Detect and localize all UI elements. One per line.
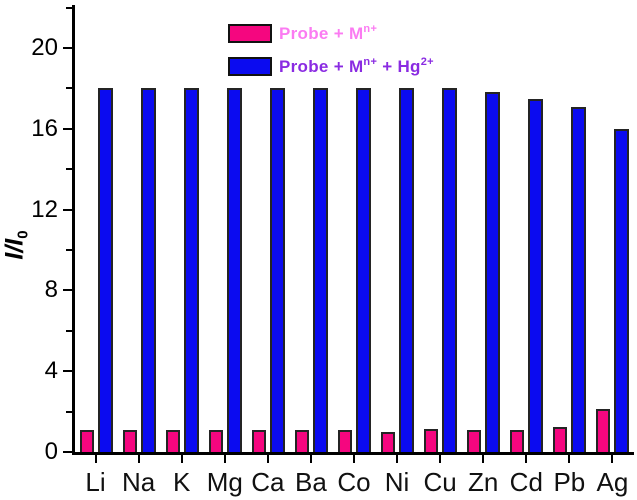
x-tick (94, 455, 97, 463)
x-tick (568, 455, 571, 463)
y-minor-tick (66, 410, 72, 413)
x-tick (525, 455, 528, 463)
bar-probe-m-hg-mg (226, 88, 242, 452)
x-tick-label: Ag (596, 467, 629, 497)
y-minor-tick (66, 249, 72, 251)
bar-probe-m-ba (294, 429, 309, 452)
x-axis-line (72, 452, 634, 455)
bar-probe-m-hg-co (356, 88, 371, 452)
y-tick-label: 12 (31, 195, 58, 223)
x-tick (266, 455, 269, 463)
bar-probe-m-hg-ni (399, 88, 415, 452)
y-tick-label: 8 (44, 276, 58, 304)
x-tick (223, 455, 226, 463)
y-tick-label: 16 (31, 114, 58, 142)
bar-probe-m-hg-cu (442, 88, 458, 452)
y-axis-line (72, 5, 75, 455)
bar-probe-m-hg-pb (571, 106, 587, 452)
x-tick (353, 455, 355, 463)
bar-probe-m-hg-k (183, 88, 199, 452)
x-tick-label: Mg (206, 467, 243, 497)
y-minor-tick (66, 6, 72, 9)
bar-probe-m-cd (510, 429, 525, 452)
x-tick-label: Ba (295, 467, 327, 497)
y-major-tick (63, 370, 72, 373)
x-tick-label: Ni (384, 467, 410, 497)
y-minor-tick (66, 168, 72, 171)
y-major-tick (63, 289, 72, 292)
y-tick-label: 4 (44, 357, 58, 385)
y-minor-tick (66, 329, 72, 332)
y-major-tick (63, 451, 72, 453)
x-tick-label: Cu (423, 467, 457, 497)
x-tick (137, 455, 140, 463)
y-tick-label: 20 (31, 34, 58, 61)
bar-probe-m-zn (467, 429, 482, 452)
y-major-tick (63, 47, 72, 49)
y-tick-label: 0 (44, 438, 58, 465)
x-tick-label: Co (337, 467, 371, 497)
bar-probe-m-hg-ba (312, 88, 328, 452)
bar-probe-m-hg-ag (614, 128, 630, 452)
bar-probe-m-hg-na (140, 88, 156, 452)
bar-probe-m-hg-zn (485, 92, 501, 452)
bar-probe-m-k (165, 429, 180, 452)
legend-label-probe-m: Probe + Mn+ (279, 23, 378, 43)
bar-probe-m-co (338, 429, 352, 452)
bar-probe-m-hg-li (97, 88, 113, 452)
x-tick-label: Zn (468, 467, 499, 497)
bar-probe-m-mg (208, 429, 223, 452)
bar-probe-m-na (122, 429, 137, 452)
x-tick (611, 455, 614, 463)
y-major-tick (63, 127, 72, 130)
x-tick (396, 455, 399, 463)
x-tick-label: Li (85, 467, 106, 497)
bar-probe-m-hg-ca (269, 88, 285, 452)
bar-probe-m-ag (596, 408, 611, 452)
bar-probe-m-ni (381, 431, 396, 452)
legend-swatch-probe-m-hg (228, 57, 272, 76)
x-tick (482, 455, 485, 463)
bar-probe-m-li (79, 429, 94, 452)
bar-probe-m-cu (424, 428, 439, 452)
x-tick-label: Pb (553, 467, 586, 497)
y-axis-title: I/I0 (0, 230, 32, 260)
x-tick (439, 455, 442, 463)
x-tick (180, 455, 183, 463)
x-tick-label: K (173, 467, 191, 497)
bar-probe-m-ca (251, 429, 266, 452)
x-tick-label: Ca (251, 467, 285, 497)
y-minor-tick (66, 87, 72, 90)
legend-label-probe-m-hg: Probe + Mn+ + Hg2+ (279, 56, 434, 76)
x-tick-label: Cd (509, 467, 543, 497)
x-tick (309, 455, 312, 463)
y-major-tick (63, 208, 72, 211)
bar-probe-m-pb (553, 426, 568, 452)
bar-probe-m-hg-cd (528, 98, 544, 452)
legend-swatch-probe-m (228, 24, 272, 43)
x-tick-label: Na (121, 467, 156, 497)
